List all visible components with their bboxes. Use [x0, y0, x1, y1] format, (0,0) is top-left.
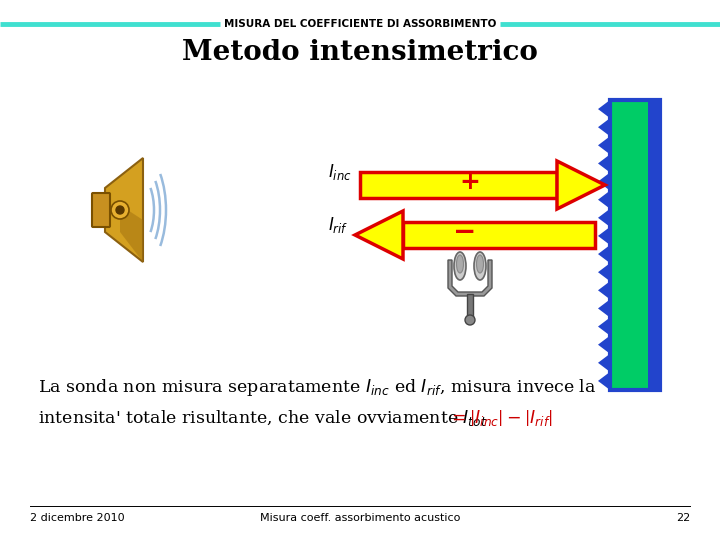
Text: +: + — [459, 170, 480, 194]
Bar — [610, 100, 648, 390]
Circle shape — [111, 201, 129, 219]
Text: Misura coeff. assorbimento acustico: Misura coeff. assorbimento acustico — [260, 513, 460, 523]
FancyBboxPatch shape — [92, 193, 110, 227]
Polygon shape — [598, 100, 610, 118]
Text: La sonda non misura separatamente $I_{inc}$ ed $I_{rif}$, misura invece la: La sonda non misura separatamente $I_{in… — [38, 377, 596, 399]
Polygon shape — [598, 281, 610, 299]
Circle shape — [465, 315, 475, 325]
Polygon shape — [598, 372, 610, 390]
Polygon shape — [598, 118, 610, 136]
Text: 2 dicembre 2010: 2 dicembre 2010 — [30, 513, 125, 523]
Ellipse shape — [477, 255, 484, 273]
Polygon shape — [598, 299, 610, 318]
Ellipse shape — [456, 255, 464, 273]
Polygon shape — [598, 191, 610, 209]
Text: intensita' totale risultante, che vale ovviamente $I_{tot}$: intensita' totale risultante, che vale o… — [38, 408, 487, 428]
Polygon shape — [598, 354, 610, 372]
Text: MISURA DEL COEFFICIENTE DI ASSORBIMENTO: MISURA DEL COEFFICIENTE DI ASSORBIMENTO — [224, 19, 496, 29]
Polygon shape — [105, 158, 143, 262]
Bar — [403, 222, 595, 248]
Text: −: − — [454, 218, 477, 246]
Polygon shape — [120, 205, 143, 262]
Text: $=\left|I_{inc}\right|-\left|I_{rif}\right|$: $=\left|I_{inc}\right|-\left|I_{rif}\rig… — [448, 408, 553, 428]
Polygon shape — [598, 336, 610, 354]
Ellipse shape — [454, 252, 466, 280]
Text: 22: 22 — [676, 513, 690, 523]
Polygon shape — [598, 209, 610, 227]
Text: Metodo intensimetrico: Metodo intensimetrico — [182, 38, 538, 65]
Polygon shape — [448, 260, 492, 296]
Bar — [648, 100, 660, 390]
Polygon shape — [598, 227, 610, 245]
Bar — [360, 172, 557, 198]
Polygon shape — [598, 136, 610, 154]
Polygon shape — [598, 318, 610, 336]
Polygon shape — [557, 161, 605, 209]
Polygon shape — [355, 211, 403, 259]
Polygon shape — [598, 263, 610, 281]
Ellipse shape — [474, 252, 486, 280]
Circle shape — [116, 206, 124, 214]
Polygon shape — [598, 154, 610, 172]
Polygon shape — [598, 245, 610, 263]
Bar — [467, 294, 473, 320]
Polygon shape — [598, 172, 610, 191]
Text: $I_{rif}$: $I_{rif}$ — [328, 215, 348, 235]
Bar — [610, 100, 660, 390]
Text: $I_{inc}$: $I_{inc}$ — [328, 162, 352, 182]
